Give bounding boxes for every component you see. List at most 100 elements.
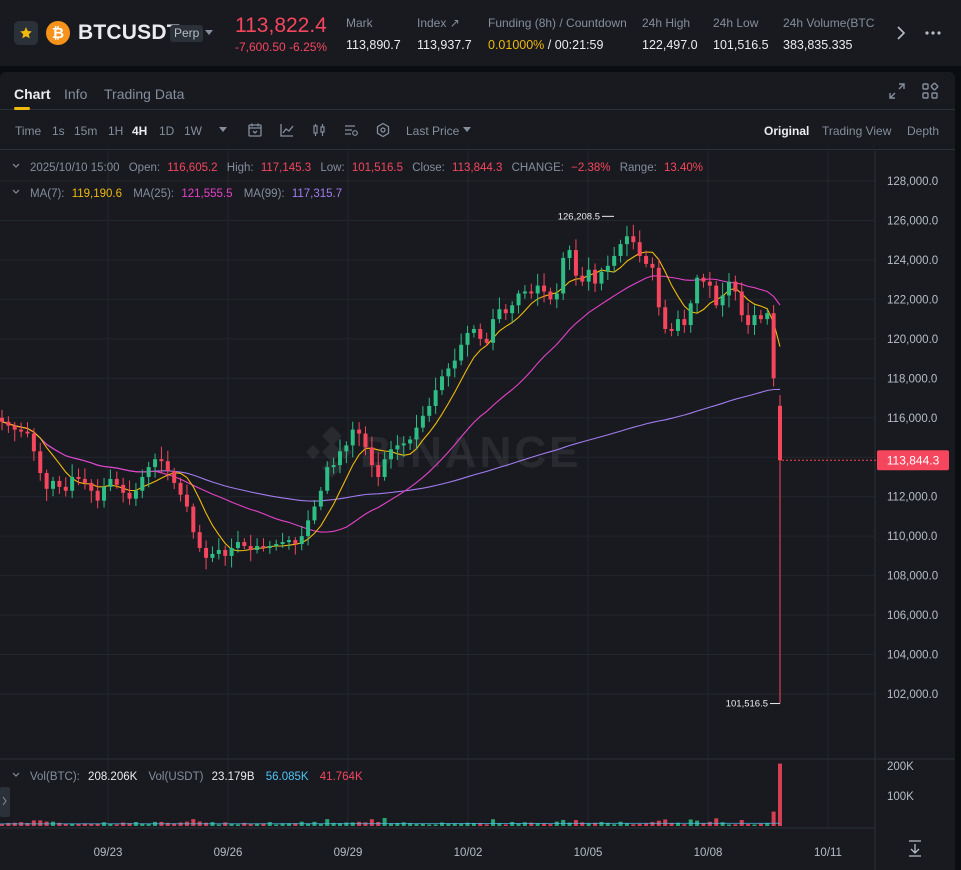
price-tick-label: 124,000.0 <box>887 255 938 267</box>
ohlc-low: 101,516.5 <box>352 162 403 174</box>
interval-15m[interactable]: 15m <box>74 124 98 138</box>
favorite-button[interactable] <box>14 21 38 45</box>
candle-body <box>95 490 100 501</box>
price-tick-label: 122,000.0 <box>887 294 938 306</box>
chart-tabs: Chart Info Trading Data <box>0 72 955 110</box>
tab-chart[interactable]: Chart <box>14 86 51 102</box>
time-tick-label: 10/08 <box>694 847 723 859</box>
ohlc-date: 2025/10/10 15:00 <box>30 162 120 174</box>
candle-body <box>401 443 406 446</box>
volume-bar <box>395 822 400 826</box>
time-tick-label: 09/26 <box>214 847 243 859</box>
watermark-text: BINANCE <box>360 428 581 477</box>
volume-bar <box>516 823 521 826</box>
volume-axis: 200K 100K <box>887 761 914 803</box>
candle-body <box>146 467 151 477</box>
more-intervals-dropdown-icon[interactable] <box>219 127 227 132</box>
collapse-chevron-icon[interactable] <box>12 163 20 168</box>
interval-4h[interactable]: 4H <box>132 124 148 138</box>
candle-body <box>644 255 649 264</box>
interval-1w[interactable]: 1W <box>184 124 202 138</box>
funding-countdown: / 00:21:59 <box>547 38 604 52</box>
stat-label[interactable]: Index ↗ <box>417 16 460 30</box>
candle-body <box>172 471 177 483</box>
ohlc-legend: 2025/10/10 15:00 Open: 116,605.2 High: 1… <box>12 162 703 200</box>
chart-area[interactable]: BINANCE 128,000.0 126,000.0 124,000.0 122,0… <box>0 151 955 870</box>
view-original[interactable]: Original <box>764 124 810 138</box>
stat-index[interactable]: Index ↗ 113,937.7 <box>417 16 472 52</box>
candle-body <box>707 281 712 286</box>
volume-bar <box>235 824 240 826</box>
ma-collapse-chevron-icon[interactable] <box>12 189 20 194</box>
current-price-label: 113,844.3 <box>887 453 940 467</box>
chevron-right-small-icon[interactable] <box>2 796 7 806</box>
chart-settings-icon[interactable] <box>343 122 359 138</box>
candle-body <box>465 332 470 345</box>
candle-body <box>771 313 776 379</box>
contract-type-badge: Perp <box>170 25 204 42</box>
volume-bar <box>204 822 209 826</box>
candle-body <box>478 328 483 339</box>
price-change: -7,600.50 -6.25% <box>235 40 327 54</box>
volume-bar <box>593 822 598 826</box>
ohlc-high-label: High: <box>227 162 254 174</box>
volume-bar <box>389 823 393 826</box>
settings-hexagon-icon[interactable] <box>375 122 391 138</box>
last-price: 113,822.4 <box>235 14 327 37</box>
view-trading-view[interactable]: Trading View <box>822 124 892 138</box>
candle-body <box>446 368 451 377</box>
view-depth[interactable]: Depth <box>907 124 940 138</box>
volume-bar <box>631 824 636 826</box>
price-type-dropdown-icon[interactable] <box>463 127 471 132</box>
candle-body <box>389 449 393 460</box>
price-tick-label: 110,000.0 <box>887 531 937 543</box>
price-tick-label: 116,000.0 <box>887 413 937 425</box>
symbol-dropdown-icon[interactable] <box>205 30 213 35</box>
left-panel-toggle[interactable] <box>0 787 10 817</box>
candle-body <box>752 315 757 326</box>
candlestick-type-icon[interactable] <box>311 122 327 138</box>
candle-body <box>127 492 132 499</box>
candlestick-chart[interactable]: BINANCE 128,000.0 126,000.0 124,000.0 122,0… <box>0 151 955 870</box>
chevron-right-icon[interactable] <box>893 24 909 42</box>
scroll-to-end-icon[interactable] <box>909 840 921 857</box>
volume-bar <box>605 822 610 826</box>
layout-grid-icon[interactable] <box>921 82 939 100</box>
candle-body <box>739 291 744 316</box>
symbol-name[interactable]: BTCUSDT <box>78 21 180 44</box>
interval-1s[interactable]: 1s <box>52 124 65 138</box>
candle-body <box>414 427 419 440</box>
candle-body <box>522 291 527 294</box>
more-icon[interactable] <box>924 24 942 42</box>
candles <box>0 224 782 704</box>
candle-body <box>535 285 540 294</box>
candle-body <box>25 431 30 434</box>
indicator-line-icon[interactable] <box>279 122 295 138</box>
volume-bar <box>274 824 279 826</box>
ohlc-change: −2.38% <box>571 162 610 174</box>
scroll-to-latest-button[interactable] <box>909 840 921 857</box>
volume-bar <box>25 823 30 826</box>
interval-time[interactable]: Time <box>15 124 42 138</box>
stat-24h-high: 24h High 122,497.0 <box>642 16 698 52</box>
candle-body <box>459 344 464 361</box>
candle-body <box>599 271 604 284</box>
candle-body <box>325 467 330 491</box>
price-type-selector[interactable]: Last Price <box>406 124 460 138</box>
tab-trading-data[interactable]: Trading Data <box>104 86 185 102</box>
ohlc-close: 113,844.3 <box>452 162 502 174</box>
tab-info[interactable]: Info <box>64 86 88 102</box>
candle-body <box>267 546 272 548</box>
volume-bar <box>726 824 731 826</box>
volume-bar <box>746 824 751 826</box>
price-change-pct: -6.25% <box>289 40 328 54</box>
fullscreen-icon[interactable] <box>888 82 906 100</box>
vol-btc-label: Vol(BTC): <box>30 771 80 783</box>
volume-collapse-chevron-icon[interactable] <box>12 772 20 777</box>
volume-bar <box>0 824 4 826</box>
volume-bar <box>382 817 387 826</box>
interval-1d[interactable]: 1D <box>159 124 175 138</box>
calendar-icon[interactable] <box>247 122 263 138</box>
ohlc-open: 116,605.2 <box>167 162 217 174</box>
interval-1h[interactable]: 1H <box>108 124 124 138</box>
